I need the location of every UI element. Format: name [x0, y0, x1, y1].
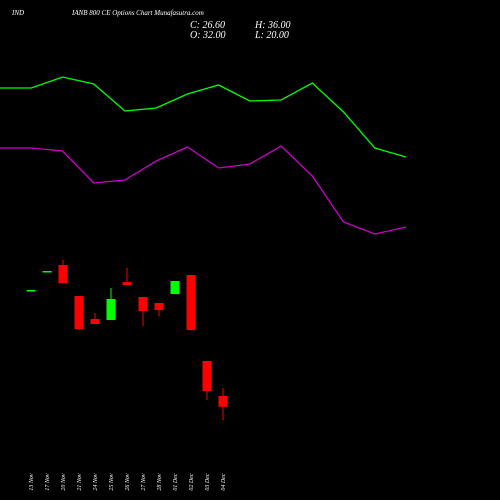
x-tick-label: 03 Dec: [205, 473, 211, 490]
candle-body: [42, 271, 52, 273]
candle-body: [74, 296, 84, 329]
x-tick-label: 01 Dec: [173, 473, 179, 490]
x-tick-label: 21 Nov: [77, 473, 83, 491]
x-tick-label: 20 Nov: [61, 473, 67, 491]
candle-body: [186, 275, 196, 330]
x-tick-label: 24 Nov: [92, 473, 99, 491]
candle-body: [122, 282, 132, 285]
indicator-line: [0, 145, 407, 235]
ticker: IND: [11, 9, 24, 17]
x-tick-label: 26 Nov: [125, 473, 131, 491]
x-tick-label: 28 Nov: [157, 473, 163, 491]
high-label: H: 36.00: [254, 20, 291, 31]
x-tick-label: 27 Nov: [141, 473, 147, 491]
chart-title: IANB 800 CE Options Chart Munafasutra.co…: [71, 9, 204, 17]
candle-body: [26, 290, 36, 292]
candle-body: [58, 265, 68, 283]
x-tick-label: 17 Nov: [45, 473, 51, 491]
x-tick-label: 02 Dec: [189, 473, 195, 490]
x-tick-label: 13 Nov: [29, 473, 35, 491]
candle-body: [106, 299, 116, 320]
open-label: O: 32.00: [190, 30, 226, 41]
candle-body: [202, 361, 212, 391]
candle-body: [170, 281, 180, 294]
candle-body: [218, 396, 228, 407]
candle-body: [154, 303, 164, 310]
indicator-line: [0, 76, 407, 158]
close-label: C: 26.60: [190, 20, 225, 31]
low-label: L: 20.00: [254, 30, 289, 41]
candle-body: [138, 297, 148, 311]
x-tick-label: 25 Nov: [109, 473, 115, 491]
candle-body: [90, 319, 100, 324]
x-tick-label: 04 Dec: [220, 473, 227, 490]
